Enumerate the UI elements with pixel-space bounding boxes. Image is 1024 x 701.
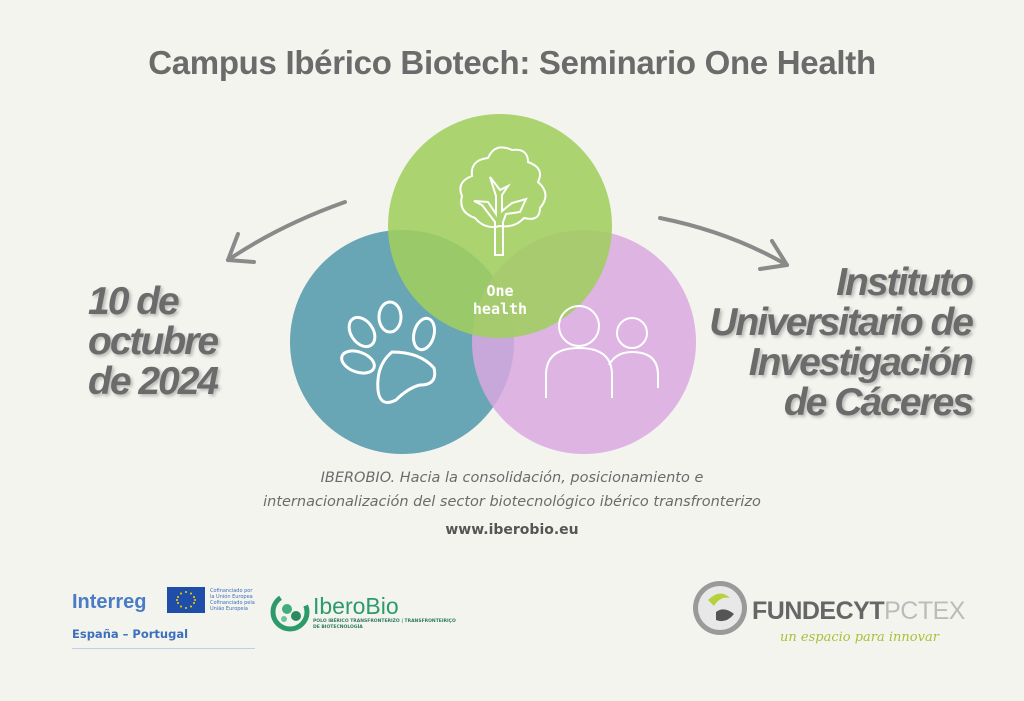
subtitle-line: internacionalización del sector biotecno…: [263, 494, 761, 510]
one-health-line: health: [472, 300, 528, 318]
iberobio-tagline-line: DE BIOTECNOLOGÍA: [313, 625, 363, 630]
pctex-name: PCTEX: [884, 597, 965, 625]
eu-flag-icon: [167, 587, 205, 613]
iberobio-tagline-line: POLO IBÉRICO TRANSFRONTERIZO | TRANSFRON…: [313, 619, 456, 624]
date-line: octubre: [88, 320, 219, 363]
event-venue: Instituto Universitario de Investigación…: [709, 261, 974, 424]
divider: [72, 648, 255, 649]
interreg-logo: Interreg: [72, 591, 147, 613]
left-arrow: [226, 200, 347, 264]
right-arrow: [658, 216, 789, 271]
iberobio-tagline: POLO IBÉRICO TRANSFRONTERIZO | TRANSFRON…: [313, 619, 456, 631]
venue-line: Instituto: [836, 261, 974, 304]
one-health-line: One: [486, 282, 514, 300]
people-icon: [545, 305, 659, 398]
subtitle-line: IBEROBIO. Hacia la consolidación, posici…: [320, 470, 704, 486]
date-line: de 2024: [88, 360, 219, 403]
page-title: Campus Ibérico Biotech: Seminario One He…: [148, 44, 876, 81]
date-line: 10 de: [88, 280, 180, 323]
project-subtitle: IBEROBIO. Hacia la consolidación, posici…: [0, 466, 1024, 514]
interreg-region: España – Portugal: [72, 627, 189, 641]
eu-text-pt: Cofinanciado pela União Europeia: [210, 600, 255, 612]
fundecyt-tagline: un espacio para innovar: [780, 630, 939, 645]
eu-stars-icon: [176, 591, 196, 609]
venue-line: de Cáceres: [783, 381, 974, 424]
tree-icon: [459, 146, 547, 256]
eu-cofinancing-text: Cofinanciado por la Unión Europea Cofina…: [210, 588, 255, 612]
event-date: 10 de octubre de 2024: [88, 280, 219, 403]
eu-text-es: Cofinanciado por la Unión Europea: [210, 588, 253, 600]
one-health-label: One health: [470, 282, 530, 318]
venue-line: Investigación: [748, 341, 974, 384]
website-link[interactable]: www.iberobio.eu: [445, 522, 579, 538]
venue-line: Universitario de: [709, 301, 974, 344]
iberobio-logo: IberoBio: [313, 593, 399, 619]
fundecyt-logo-icon: [693, 581, 747, 635]
paw-icon: [340, 300, 437, 404]
iberobio-logo-icon: [270, 592, 310, 632]
fundecyt-logo: FUNDECYTPCTEX: [752, 597, 965, 626]
fundecyt-name: FUNDECYT: [752, 597, 885, 625]
